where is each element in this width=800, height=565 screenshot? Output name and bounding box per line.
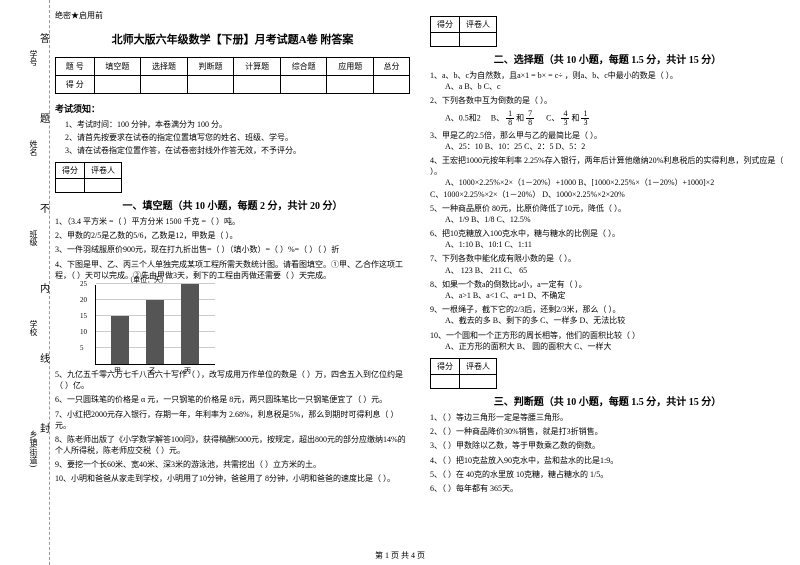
header-cell: 综合题 bbox=[280, 58, 327, 76]
options: A、1:10 B、10:1 C、1:11 bbox=[445, 240, 532, 249]
section-title-choice: 二、选择题（共 10 小题，每题 1.5 分，共计 15 分） bbox=[430, 51, 785, 66]
ytick: 20 bbox=[80, 296, 87, 304]
bar bbox=[146, 300, 164, 364]
section-head-fill: 得分评卷人 bbox=[55, 162, 410, 193]
question: 10、小明和爸爸从家走到学校，小明用了10分钟，爸爸用了 8分钟，小明和爸爸的速… bbox=[55, 473, 410, 484]
options: A、a B、b C、c bbox=[445, 82, 501, 91]
question: 4、下图是甲、乙、丙三个人单独完成某项工程所需天数统计图。请看图填空。①甲、乙合… bbox=[55, 259, 410, 281]
ytick: 15 bbox=[80, 312, 87, 320]
notice-item: 2、请首先按要求在试卷的指定位置填写您的姓名、班级、学号。 bbox=[65, 132, 410, 143]
question: 3、一件羽绒服原价900元，现在打九折出售=（ ）（填小数）=（ ）%=（ ）（… bbox=[55, 244, 410, 255]
question: 1、（ ）等边三角形一定是等腰三角形。 bbox=[430, 412, 785, 423]
question: 7、下列各数中能化成有限小数的是（ ）。A、 123 B、 211 C、 65 bbox=[430, 253, 785, 275]
section-title-judge: 三、判断题（共 10 小题，每题 1.5 分，共计 15 分） bbox=[430, 393, 785, 408]
options-frac: A、0.5和2 B、 18 和 78 C、 43 和 13 bbox=[445, 110, 785, 127]
side-marker: 答 bbox=[40, 30, 50, 45]
question: 9、要挖一个长60米、宽40米、深3米的游泳池，共需挖出（ ）立方米的土。 bbox=[55, 459, 410, 470]
table-row: 得 分 bbox=[56, 76, 410, 94]
question: 6、（ ）每年都有 365天。 bbox=[430, 483, 785, 494]
binding-sidebar: 学号 姓名 班级 学校 乡镇(街道) 答 题 不 内 线 封 bbox=[0, 0, 50, 565]
question: 6、把10克糖放入100克水中，糖与糖水的比例是（ ）。A、1:10 B、10:… bbox=[430, 228, 785, 250]
options: A、正方形的面积大 B、 圆的面积大 C、一样大 bbox=[445, 342, 611, 351]
options: A、1000×2.25%×2×（1－20%）+1000 B、[1000×2.25… bbox=[430, 178, 714, 198]
grader-box: 得分评卷人 bbox=[430, 16, 497, 47]
grader-box: 得分评卷人 bbox=[430, 358, 497, 389]
header-cell: 总分 bbox=[374, 58, 410, 76]
question: 5、（ ）在 40克的水里放 10克糖，糖占糖水的 1/5。 bbox=[430, 469, 785, 480]
xlabel: 乙 bbox=[149, 366, 156, 376]
notice-title: 考试须知： bbox=[55, 102, 410, 115]
notice-item: 3、请在试卷指定位置作答，在试卷密封线外作答无效，不予评分。 bbox=[65, 145, 410, 156]
header-cell: 计算题 bbox=[234, 58, 281, 76]
question: 1、a、b、c为自然数，且a×1 = b× = c÷ ，则a、b、c中最小的数是… bbox=[430, 70, 785, 92]
side-marker: 线 bbox=[40, 350, 50, 365]
question: 1、（3.4 平方米 =（ ）平方分米 1500 千克 =（ ）吨。 bbox=[55, 216, 410, 227]
side-label-town: 乡镇(街道) bbox=[28, 430, 39, 467]
ytick: 10 bbox=[80, 328, 87, 336]
question: 5、一种商品原价 80元，比原价降低了10元，降低（ ）。A、1/9 B、1/8… bbox=[430, 203, 785, 225]
header-cell: 题 号 bbox=[56, 58, 95, 76]
side-marker: 题 bbox=[40, 110, 50, 125]
question: 7、小红把2000元存入银行，存期一年，年利率为 2.68%，利息税是5%，那么… bbox=[55, 409, 410, 431]
score-label: 得分 bbox=[431, 17, 460, 33]
score-table: 题 号 填空题 选择题 判断题 计算题 综合题 应用题 总分 得 分 bbox=[55, 57, 410, 94]
bar-chart: （单位：天） 5 10 15 20 25 甲 乙 丙 bbox=[95, 285, 215, 365]
xlabel: 甲 bbox=[114, 366, 121, 376]
header-cell: 判断题 bbox=[187, 58, 234, 76]
question: 2、甲数的2/5是乙数的5/6，乙数是12，甲数是（ ）。 bbox=[55, 230, 410, 241]
options: A、截去的多 B、剩下的多 C、一样多 D、无法比较 bbox=[445, 316, 625, 325]
options: A、1/9 B、1/8 C、12.5% bbox=[445, 215, 531, 224]
bar bbox=[181, 284, 199, 364]
options: A、25：10 B、10：25 C、2：5 D、5：2 bbox=[445, 142, 585, 151]
side-marker: 内 bbox=[40, 280, 50, 295]
question: 8、如果一个数a的倒数比a小，a一定有（ ）。A、a>1 B、a<1 C、a=1… bbox=[430, 279, 785, 301]
grader-label: 评卷人 bbox=[460, 17, 497, 33]
ytick: 5 bbox=[80, 344, 84, 352]
question: 8、陈老师出版了《小学数学解答100问》，获得稿酬5000元，按规定，超出800… bbox=[55, 434, 410, 456]
score-label: 得分 bbox=[431, 358, 460, 374]
grader-box: 得分评卷人 bbox=[55, 162, 122, 193]
score-label: 得分 bbox=[56, 163, 85, 179]
question: 2、（ ）一种商品降价30%销售，就是打3折销售。 bbox=[430, 426, 785, 437]
side-label-name: 姓名 bbox=[28, 140, 39, 156]
row-label: 得 分 bbox=[56, 76, 95, 94]
grader-label: 评卷人 bbox=[85, 163, 122, 179]
question: 2、下列各数中互为倒数的是（ ）。 bbox=[430, 95, 785, 106]
question: 9、一根绳子，截下它的2/3后，还剩2/3米，那么（ ）。A、截去的多 B、剩下… bbox=[430, 304, 785, 326]
side-marker: 不 bbox=[40, 200, 50, 215]
grader-label: 评卷人 bbox=[460, 358, 497, 374]
side-label-class: 班级 bbox=[28, 230, 39, 246]
side-label-school: 学校 bbox=[28, 320, 39, 336]
question: 4、（ ）把10克盐放入90克水中，盐和盐水的比是1:9。 bbox=[430, 455, 785, 466]
header-cell: 填空题 bbox=[94, 58, 141, 76]
section-head-choice: 得分评卷人 bbox=[430, 16, 785, 47]
options: A、a>1 B、a<1 C、a=1 D、不确定 bbox=[445, 291, 565, 300]
ytick: 25 bbox=[80, 280, 87, 288]
page-footer: 第 1 页 共 4 页 bbox=[0, 550, 800, 561]
question: 6、一只圆珠笔的价格是 α 元，一只钢笔的价格是 8元，两只圆珠笔比一只钢笔便宜… bbox=[55, 394, 410, 405]
confidential-label: 绝密★启用前 bbox=[55, 10, 410, 21]
question: 4、王宏把1000元按年利率 2.25%存入银行，两年后计算他缴纳20%利息税后… bbox=[430, 155, 785, 200]
page-content: 绝密★启用前 北师大版六年级数学【下册】月考试题A卷 附答案 题 号 填空题 选… bbox=[0, 0, 800, 540]
left-column: 绝密★启用前 北师大版六年级数学【下册】月考试题A卷 附答案 题 号 填空题 选… bbox=[55, 10, 410, 535]
xlabel: 丙 bbox=[184, 366, 191, 376]
bar bbox=[111, 316, 129, 364]
section-head-judge: 得分评卷人 bbox=[430, 358, 785, 389]
question: 3、（ ）甲数除以乙数，等于甲数乘乙数的倒数。 bbox=[430, 440, 785, 451]
question: 5、九亿五千零六万七千八百六十写作（ ），改写成用万作单位的数是（ ）万，四舍五… bbox=[55, 369, 410, 391]
exam-title: 北师大版六年级数学【下册】月考试题A卷 附答案 bbox=[55, 31, 410, 47]
right-column: 得分评卷人 二、选择题（共 10 小题，每题 1.5 分，共计 15 分） 1、… bbox=[430, 10, 785, 535]
side-marker: 封 bbox=[40, 420, 50, 435]
table-row: 题 号 填空题 选择题 判断题 计算题 综合题 应用题 总分 bbox=[56, 58, 410, 76]
question: 3、甲是乙的2.5倍，那么甲与乙的最简比是（ ）。A、25：10 B、10：25… bbox=[430, 130, 785, 152]
side-label-id: 学号 bbox=[28, 50, 39, 66]
section-title-fill: 一、填空题（共 10 小题，每题 2 分，共计 20 分） bbox=[55, 197, 410, 212]
header-cell: 应用题 bbox=[327, 58, 374, 76]
header-cell: 选择题 bbox=[141, 58, 188, 76]
question: 10、一个圆和一个正方形的周长相等，他们的面积比较（ ）A、正方形的面积大 B、… bbox=[430, 330, 785, 352]
notice-item: 1、考试时间：100 分钟，本卷满分为 100 分。 bbox=[65, 119, 410, 130]
options: A、 123 B、 211 C、 65 bbox=[445, 266, 527, 275]
